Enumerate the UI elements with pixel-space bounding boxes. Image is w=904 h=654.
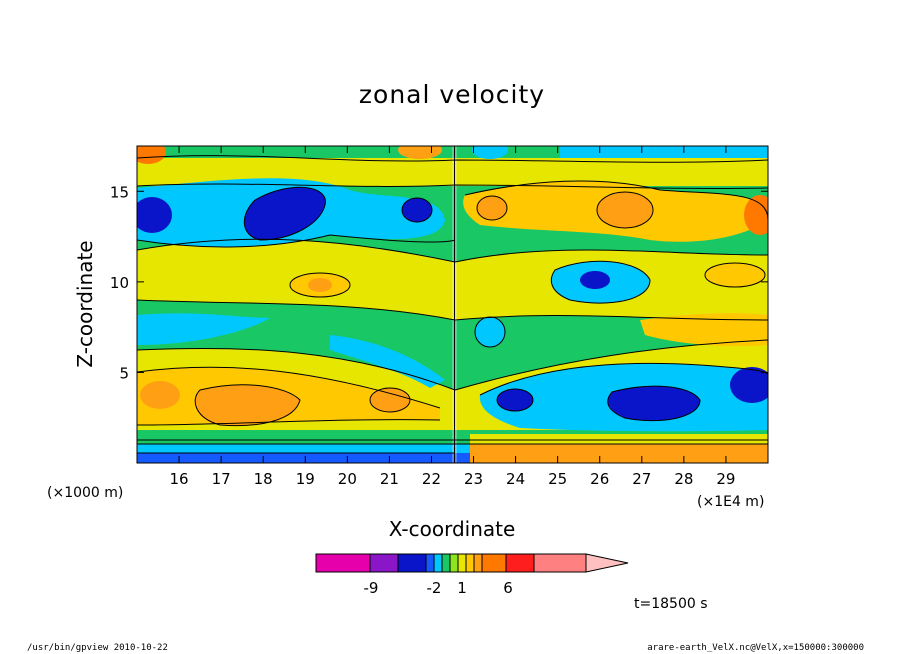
colorbar-label: 1 xyxy=(457,579,467,597)
colorbar-swatch xyxy=(457,553,467,573)
colorbar-swatch xyxy=(505,553,535,573)
colorbar-swatch xyxy=(315,553,371,573)
cyan-band-bottom xyxy=(137,444,768,453)
orange-lobe-mid-right xyxy=(640,313,768,347)
footer-left: /usr/bin/gpview 2010-10-22 xyxy=(27,643,168,653)
yellow-band-bottom-right xyxy=(470,434,768,444)
plot-frame xyxy=(136,145,769,464)
cyan-top-right xyxy=(560,146,768,158)
y-tick-label: 5 xyxy=(119,364,129,382)
orange-spot-edge xyxy=(744,195,768,235)
blue-lobe-lower-right xyxy=(607,386,700,421)
orange-spot-lower-mid xyxy=(370,388,410,412)
green-wedge-right xyxy=(470,320,590,385)
colorbar-swatch xyxy=(441,553,451,573)
blue-band-bottom xyxy=(137,453,768,463)
blue-spot-upper xyxy=(402,198,432,222)
x-tick-label: 19 xyxy=(296,470,315,488)
colorbar-arrow xyxy=(585,553,629,573)
orange-lobe-lower-left xyxy=(195,384,300,426)
colorbar-label: -9 xyxy=(364,579,379,597)
x-tick-label: 18 xyxy=(254,470,273,488)
blue-spot-lower-center xyxy=(497,389,533,411)
x-unit-label-2: (×1E4 m) xyxy=(697,494,764,510)
colorbar-swatch xyxy=(425,553,435,573)
contour-lines xyxy=(137,155,768,454)
x-tick-label: 29 xyxy=(716,470,735,488)
x-tick-label: 27 xyxy=(632,470,651,488)
x-tick-label: 17 xyxy=(212,470,231,488)
orange-spot-lower-left xyxy=(140,381,180,409)
orange-band-bottom-right xyxy=(470,444,768,463)
colorbar-swatch xyxy=(465,553,475,573)
orange-spot-mid-right xyxy=(705,263,765,287)
y-axis-label: Z-coordinate xyxy=(73,240,97,367)
x-tick-label: 21 xyxy=(380,470,399,488)
x-axis: 16 17 18 19 20 21 22 23 24 25 26 27 28 29 xyxy=(170,146,735,488)
x-tick-label: 26 xyxy=(590,470,609,488)
colorbar xyxy=(315,553,629,573)
orange-spot-right xyxy=(597,192,653,228)
blue-spot-lower-edge xyxy=(730,367,768,403)
orange-spot-center xyxy=(477,196,507,220)
cyan-spot-center xyxy=(475,317,505,347)
colorbar-label: 6 xyxy=(503,579,513,597)
colorbar-swatch xyxy=(473,553,483,573)
time-label: t=18500 s xyxy=(634,596,708,612)
contour-field xyxy=(137,146,768,463)
blue-lobe-left xyxy=(244,187,326,240)
chart-title: zonal velocity xyxy=(359,80,545,109)
blue-spot-mid-right xyxy=(580,271,610,289)
y-tick-label: 15 xyxy=(110,183,129,201)
x-tick-label: 23 xyxy=(464,470,483,488)
x-tick-label: 20 xyxy=(338,470,357,488)
colorbar-swatch xyxy=(481,553,507,573)
colorbar-labels: -9 -2 1 6 xyxy=(364,579,513,597)
cyan-wedge-left xyxy=(330,335,445,388)
x-tick-label: 28 xyxy=(674,470,693,488)
y-tick-label: 10 xyxy=(110,274,129,292)
blue-spot-left xyxy=(137,197,172,233)
x-tick-label: 16 xyxy=(170,470,189,488)
x-tick-label: 22 xyxy=(422,470,441,488)
orange-spot-mid-left-core xyxy=(308,278,332,292)
orange-top-left xyxy=(137,146,166,164)
cyan-band-mid-left xyxy=(137,313,270,345)
x-unit-label: (×1000 m) xyxy=(47,485,123,501)
x-tick-label: 25 xyxy=(548,470,567,488)
colorbar-swatch xyxy=(449,553,459,573)
orange-top-center xyxy=(398,146,442,159)
colorbar-swatch xyxy=(533,553,587,573)
colorbar-swatch xyxy=(369,553,399,573)
cyan-top-center xyxy=(472,146,508,159)
footer-right: arare-earth_VelX.nc@VelX,x=150000:300000 xyxy=(647,643,864,653)
y-axis: 5 10 15 xyxy=(110,183,768,382)
x-tick-label: 24 xyxy=(506,470,525,488)
x-axis-label: X-coordinate xyxy=(389,517,516,541)
colorbar-label: -2 xyxy=(427,579,442,597)
colorbar-swatch xyxy=(433,553,443,573)
colorbar-swatch xyxy=(397,553,427,573)
